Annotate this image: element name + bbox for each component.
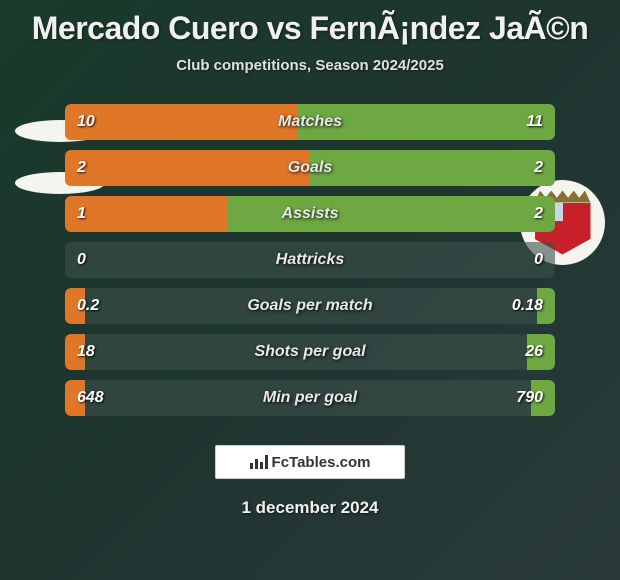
stat-label: Goals xyxy=(288,159,332,177)
stat-value-right: 2 xyxy=(534,159,543,177)
stat-value-right: 2 xyxy=(534,205,543,223)
stat-row: 2 2 Goals xyxy=(65,150,555,186)
stat-label: Assists xyxy=(282,205,339,223)
stat-value-left: 648 xyxy=(77,389,104,407)
bar-chart-icon xyxy=(250,455,268,469)
stats-comparison-chart: 10 11 Matches 2 2 Goals 1 2 Assists 0 0 Hattricks 0.… xyxy=(65,104,555,416)
stat-bar-left xyxy=(65,196,228,232)
date-text: 1 december 2024 xyxy=(241,498,378,518)
stat-value-right: 26 xyxy=(525,343,543,361)
stat-value-right: 0.18 xyxy=(512,297,543,315)
stat-row: 0 0 Hattricks xyxy=(65,242,555,278)
stat-bar-right xyxy=(310,150,555,186)
stat-row: 10 11 Matches xyxy=(65,104,555,140)
stat-value-right: 0 xyxy=(534,251,543,269)
stat-value-right: 790 xyxy=(516,389,543,407)
stat-value-left: 0 xyxy=(77,251,86,269)
stat-bar-left xyxy=(65,104,298,140)
stat-label: Hattricks xyxy=(276,251,344,269)
stat-value-left: 18 xyxy=(77,343,95,361)
stat-value-left: 1 xyxy=(77,205,86,223)
stat-row: 648 790 Min per goal xyxy=(65,380,555,416)
stat-label: Matches xyxy=(278,113,342,131)
page-subtitle: Club competitions, Season 2024/2025 xyxy=(0,57,620,74)
stat-row: 18 26 Shots per goal xyxy=(65,334,555,370)
stat-label: Goals per match xyxy=(247,297,372,315)
stat-label: Min per goal xyxy=(263,389,357,407)
stat-value-left: 2 xyxy=(77,159,86,177)
stat-value-left: 10 xyxy=(77,113,95,131)
brand-badge[interactable]: FcTables.com xyxy=(215,445,405,479)
page-title: Mercado Cuero vs FernÃ¡ndez JaÃ©n xyxy=(0,0,620,47)
stat-label: Shots per goal xyxy=(254,343,365,361)
brand-text: FcTables.com xyxy=(272,454,371,471)
stat-bar-right xyxy=(228,196,555,232)
stat-value-left: 0.2 xyxy=(77,297,99,315)
stat-row: 0.2 0.18 Goals per match xyxy=(65,288,555,324)
stat-value-right: 11 xyxy=(526,113,543,131)
stat-bar-left xyxy=(65,150,310,186)
stat-row: 1 2 Assists xyxy=(65,196,555,232)
